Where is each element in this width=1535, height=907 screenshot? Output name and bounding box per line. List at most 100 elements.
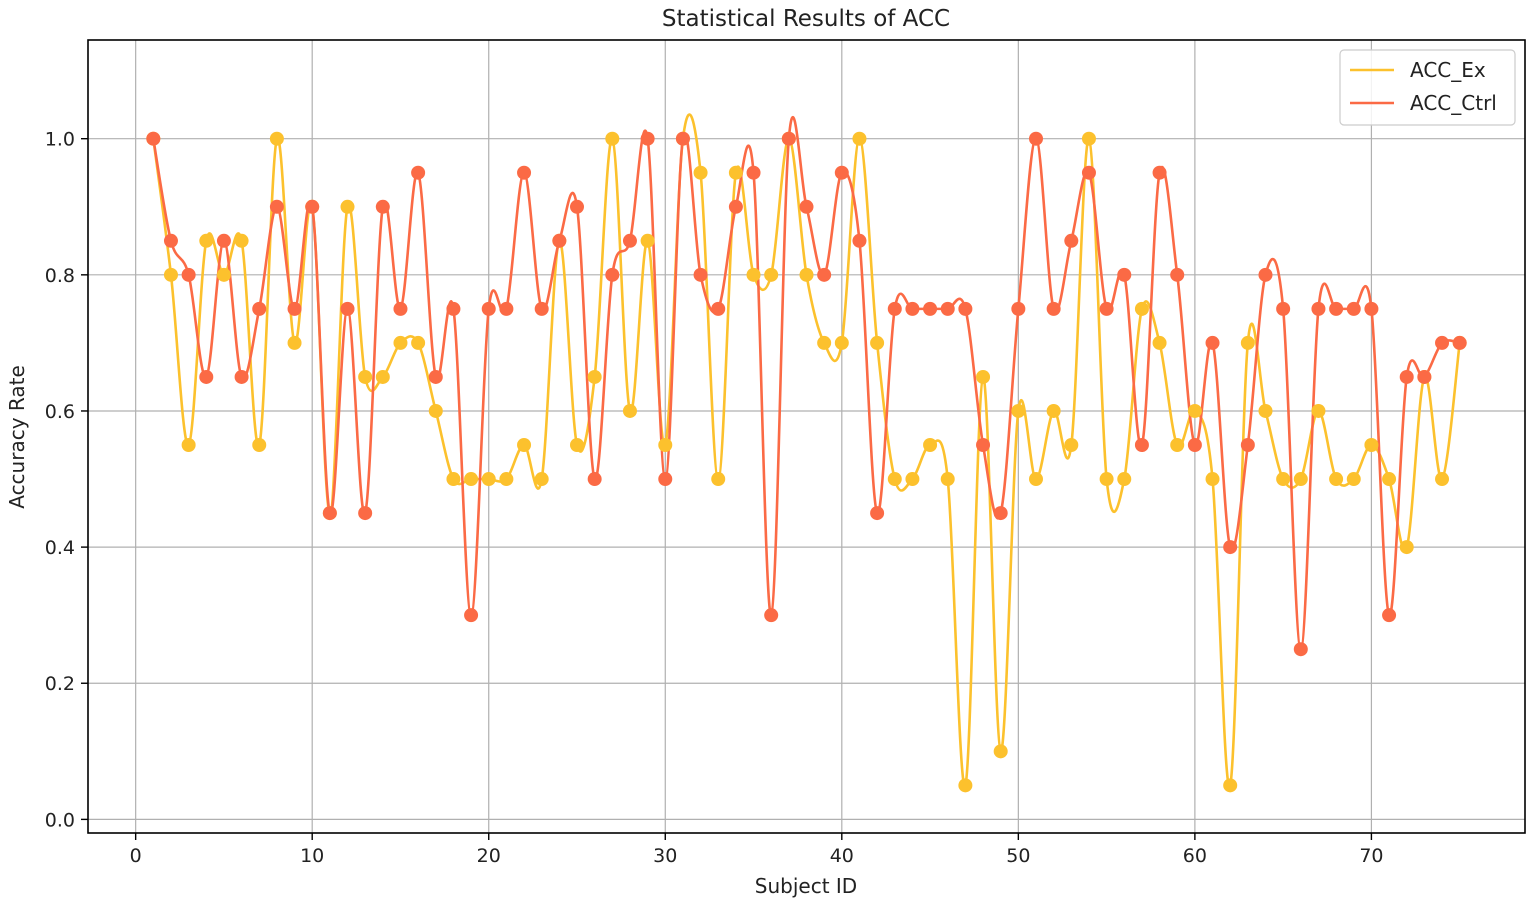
data-point-acc-ctrl	[887, 301, 902, 316]
axis-ticks: 0 10 20 30 40 50 60 70 0.0 0.2 0.4 0.6 0.8 1.0	[45, 129, 1384, 867]
data-point-acc-ex	[216, 267, 231, 282]
data-point-acc-ex	[481, 472, 496, 487]
data-point-acc-ctrl	[1046, 301, 1061, 316]
data-point-acc-ex	[1064, 438, 1079, 453]
data-point-acc-ctrl	[675, 131, 690, 146]
series-points-acc-ctrl	[146, 131, 1467, 657]
data-point-acc-ctrl	[905, 301, 920, 316]
x-tick-label: 0	[130, 845, 142, 867]
data-point-acc-ex	[852, 131, 867, 146]
data-point-acc-ctrl	[976, 438, 991, 453]
data-point-acc-ctrl	[834, 165, 849, 180]
data-point-acc-ctrl	[146, 131, 161, 146]
y-axis-label: Accuracy Rate	[5, 365, 29, 509]
legend-label-acc-ctrl: ACC_Ctrl	[1410, 91, 1497, 115]
data-point-acc-ex	[464, 472, 479, 487]
data-point-acc-ctrl	[1011, 301, 1026, 316]
data-point-acc-ex	[605, 131, 620, 146]
data-point-acc-ex	[1187, 403, 1202, 418]
data-point-acc-ex	[1435, 472, 1450, 487]
data-point-acc-ctrl	[199, 369, 214, 384]
data-point-acc-ex	[517, 438, 532, 453]
data-point-acc-ex	[534, 472, 549, 487]
data-point-acc-ex	[181, 438, 196, 453]
data-point-acc-ctrl	[993, 506, 1008, 521]
data-point-acc-ex	[746, 267, 761, 282]
data-point-acc-ctrl	[216, 233, 231, 248]
data-point-acc-ctrl	[605, 267, 620, 282]
data-point-acc-ctrl	[464, 608, 479, 623]
data-point-acc-ctrl	[1293, 642, 1308, 657]
y-tick-label: 0.4	[45, 537, 75, 559]
data-point-acc-ctrl	[269, 199, 284, 214]
data-point-acc-ex	[711, 472, 726, 487]
data-point-acc-ctrl	[1187, 438, 1202, 453]
data-point-acc-ctrl	[746, 165, 761, 180]
data-point-acc-ctrl	[1435, 335, 1450, 350]
data-point-acc-ex	[923, 438, 938, 453]
data-point-acc-ctrl	[570, 199, 584, 214]
data-point-acc-ctrl	[411, 165, 426, 180]
data-point-acc-ctrl	[940, 301, 955, 316]
data-point-acc-ex	[1152, 335, 1167, 350]
data-point-acc-ex	[1346, 472, 1361, 487]
data-point-acc-ctrl	[817, 267, 832, 282]
data-point-acc-ctrl	[1223, 540, 1238, 555]
data-point-acc-ctrl	[1364, 301, 1379, 316]
data-point-acc-ctrl	[728, 199, 743, 214]
data-point-acc-ex	[411, 335, 426, 350]
data-point-acc-ex	[1011, 403, 1026, 418]
data-point-acc-ex	[1029, 472, 1043, 487]
data-point-acc-ctrl	[1417, 369, 1432, 384]
data-point-acc-ctrl	[340, 301, 355, 316]
data-point-acc-ctrl	[1029, 131, 1043, 146]
data-point-acc-ex	[1311, 403, 1326, 418]
data-point-acc-ex	[1223, 778, 1238, 793]
data-point-acc-ctrl	[658, 472, 673, 487]
data-point-acc-ctrl	[499, 301, 514, 316]
data-point-acc-ctrl	[181, 267, 196, 282]
data-point-acc-ctrl	[1205, 335, 1220, 350]
data-point-acc-ex	[940, 472, 955, 487]
data-point-acc-ctrl	[517, 165, 532, 180]
data-point-acc-ex	[887, 472, 902, 487]
data-point-acc-ctrl	[481, 301, 496, 316]
data-point-acc-ctrl	[1099, 301, 1114, 316]
data-point-acc-ctrl	[163, 233, 178, 248]
y-tick-label: 0.0	[45, 809, 75, 831]
data-point-acc-ctrl	[1329, 301, 1344, 316]
data-point-acc-ex	[693, 165, 708, 180]
x-tick-label: 60	[1183, 845, 1207, 867]
data-point-acc-ex	[1382, 472, 1397, 487]
data-point-acc-ex	[1099, 472, 1114, 487]
data-point-acc-ex	[287, 335, 302, 350]
data-point-acc-ex	[993, 744, 1008, 759]
data-point-acc-ex	[234, 233, 249, 248]
data-point-acc-ex	[375, 369, 390, 384]
data-point-acc-ex	[1240, 335, 1255, 350]
data-point-acc-ex	[570, 438, 584, 453]
data-point-acc-ex	[976, 369, 991, 384]
data-point-acc-ctrl	[252, 301, 267, 316]
data-point-acc-ctrl	[1258, 267, 1273, 282]
data-point-acc-ex	[905, 472, 920, 487]
data-point-acc-ex	[1117, 472, 1132, 487]
data-point-acc-ctrl	[640, 131, 655, 146]
data-point-acc-ctrl	[711, 301, 726, 316]
data-point-acc-ex	[269, 131, 284, 146]
series-line-acc-ex	[152, 113, 1461, 788]
data-point-acc-ex	[252, 438, 267, 453]
data-point-acc-ctrl	[1081, 165, 1096, 180]
data-point-acc-ex	[799, 267, 814, 282]
y-tick-label: 0.8	[45, 265, 75, 287]
data-point-acc-ctrl	[1311, 301, 1326, 316]
series-line-acc-ctrl	[152, 116, 1460, 651]
x-axis-label: Subject ID	[755, 874, 857, 898]
data-point-acc-ex	[1046, 403, 1061, 418]
chart-title: Statistical Results of ACC	[662, 6, 950, 32]
data-point-acc-ex	[622, 403, 637, 418]
data-point-acc-ex	[1329, 472, 1344, 487]
x-tick-label: 20	[477, 845, 501, 867]
data-point-acc-ctrl	[1240, 438, 1255, 453]
